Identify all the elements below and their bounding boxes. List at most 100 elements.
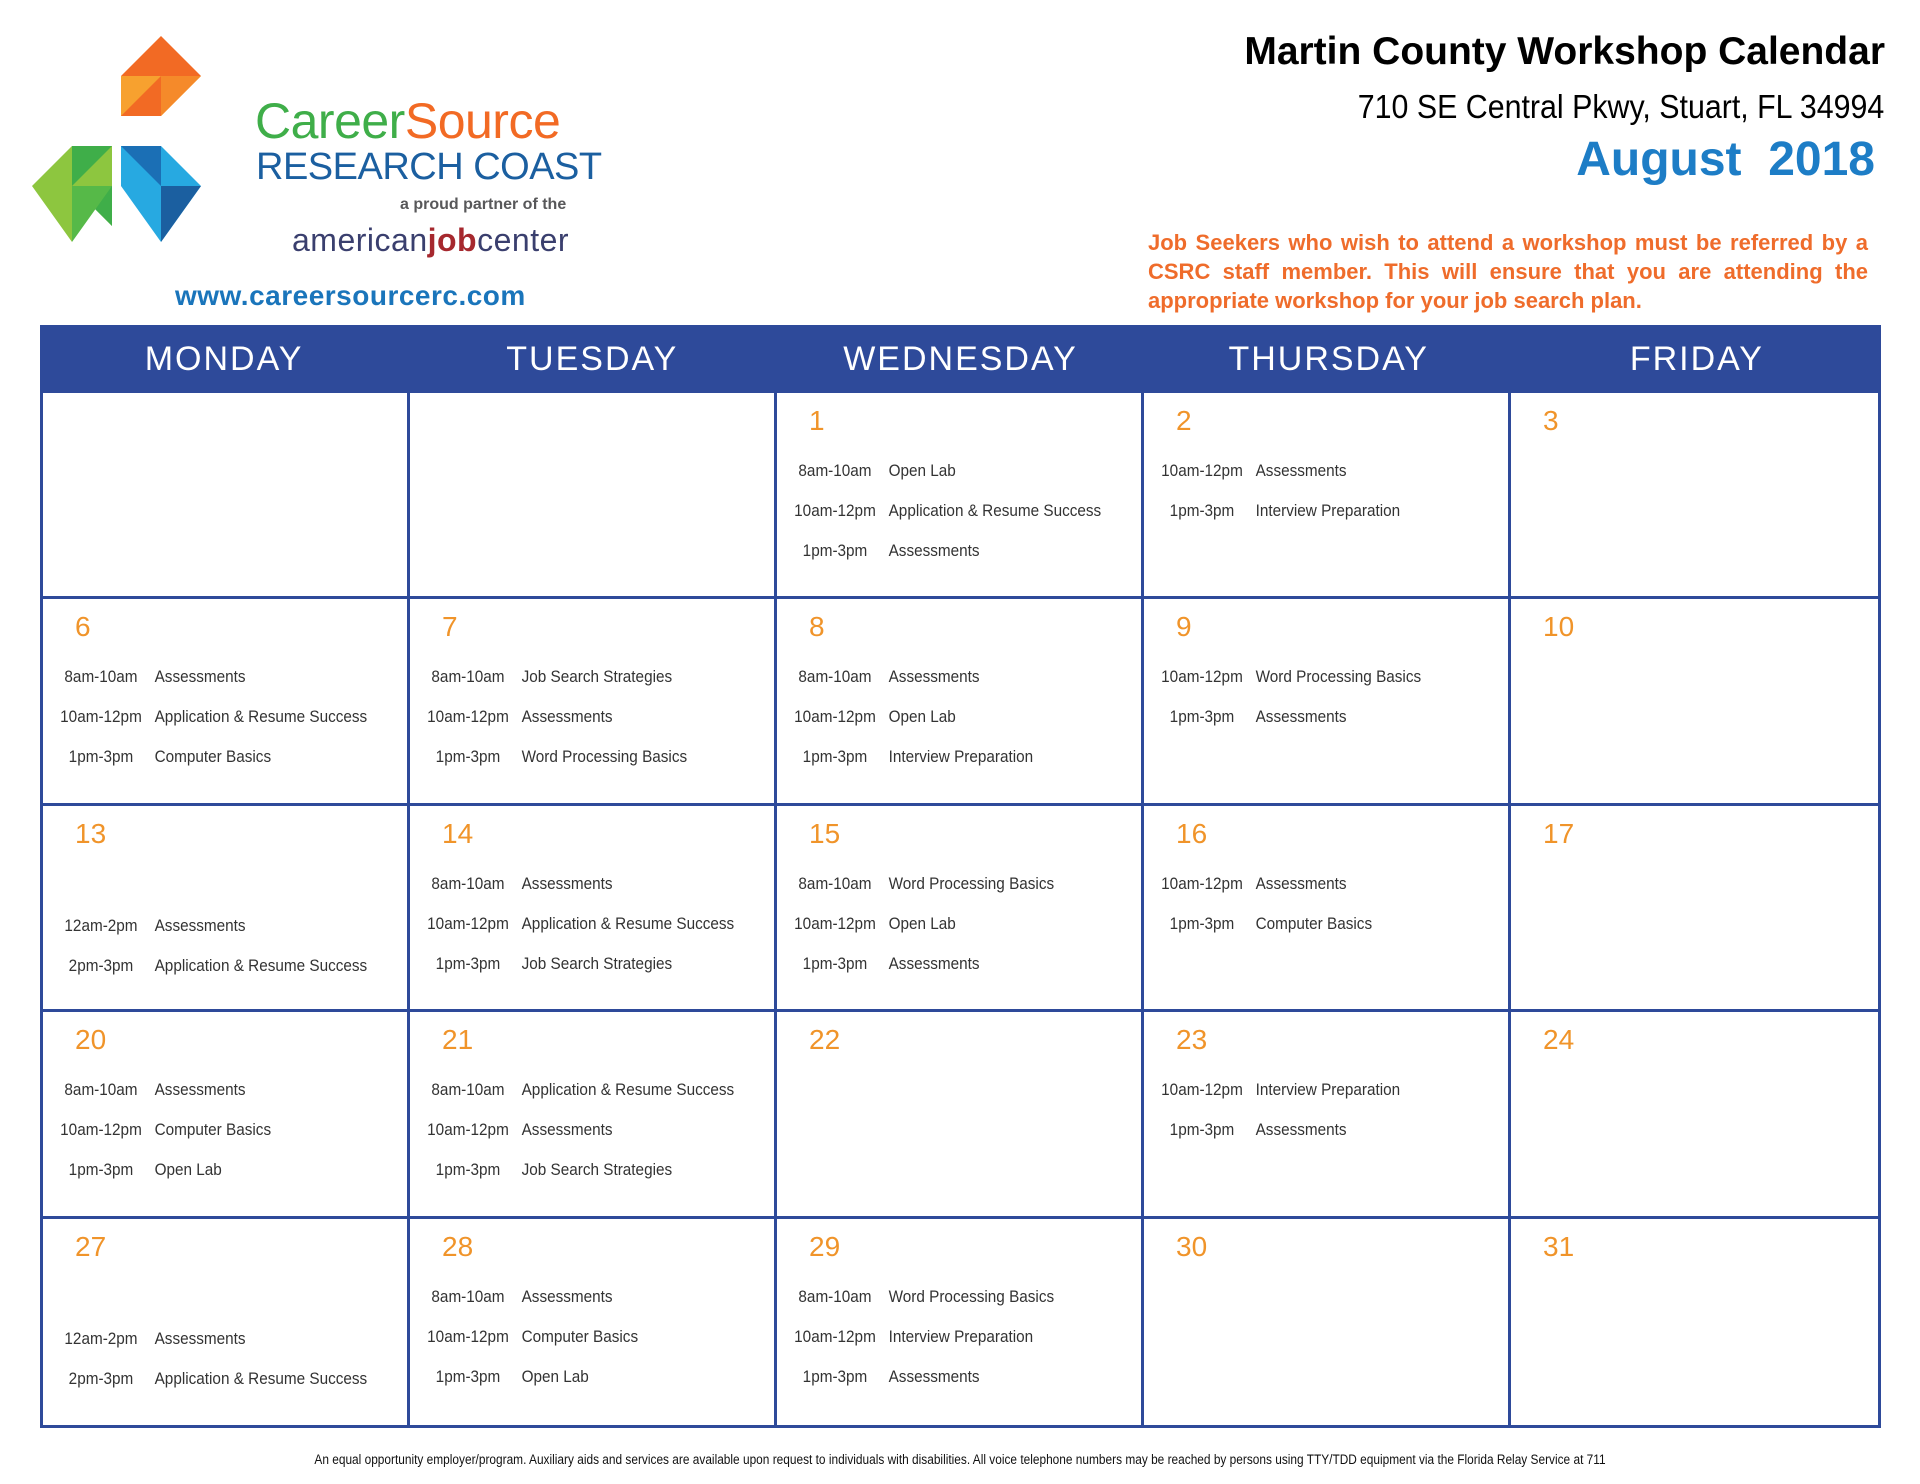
event-time: 12am-2pm: [64, 1328, 138, 1348]
event-time: 10am-12pm: [794, 1326, 876, 1346]
day-cell: 8 8am-10am Assessments 10am-12pm Open Lab 1pm…: [777, 599, 1144, 806]
event-time: 8am-10am: [431, 1286, 505, 1306]
day-number: 10: [1543, 611, 1575, 643]
event-time: 10am-12pm: [427, 913, 509, 933]
day-number: 27: [75, 1230, 107, 1262]
event-item: 1pm-3pm Open Lab: [418, 1357, 651, 1397]
event-item: 1pm-3pm Computer Basics: [51, 737, 391, 777]
event-time: 1pm-3pm: [1169, 1120, 1235, 1140]
event-time: 1pm-3pm: [1169, 913, 1235, 933]
event-time: 10am-12pm: [794, 707, 876, 727]
event-time: 1pm-3pm: [435, 1366, 501, 1386]
event-item: 10am-12pm Open Lab: [785, 697, 1050, 737]
event-item: 2pm-3pm Application & Resume Success: [51, 946, 391, 986]
event-time: 12am-2pm: [64, 915, 138, 935]
partner-text: a proud partner of the: [400, 196, 567, 213]
day-cell: 23 10am-12pm Interview Preparation 1pm-3pm A…: [1144, 1012, 1511, 1219]
event-title: Assessments: [154, 667, 246, 687]
day-number: 14: [442, 817, 474, 849]
event-list: 8am-10am Assessments 10am-12pm Computer Bas…: [51, 1070, 284, 1190]
event-time: 1pm-3pm: [802, 747, 868, 767]
event-time: 8am-10am: [798, 461, 872, 480]
day-cell: 13 12am-2pm Assessments 2pm-3pm Application …: [43, 805, 410, 1013]
day-number: 6: [75, 611, 91, 643]
day-number: 3: [1543, 405, 1559, 436]
event-time: 10am-12pm: [1161, 667, 1243, 687]
weekday-tuesday: TUESDAY: [506, 340, 679, 378]
event-time: 10am-12pm: [1161, 873, 1243, 893]
event-item: 10am-12pm Interview Preparation: [785, 1317, 1073, 1357]
event-item: 1pm-3pm Assessments: [785, 1357, 1073, 1397]
event-item: 1pm-3pm Job Search Strategies: [418, 944, 758, 984]
event-time: 8am-10am: [431, 1080, 505, 1100]
event-time: 10am-12pm: [1161, 461, 1243, 480]
event-title: Application & Resume Success: [154, 1368, 368, 1388]
event-item: 12am-2pm Assessments: [51, 1319, 391, 1359]
event-list: 8am-10am Job Search Strategies 10am-12pm As…: [418, 657, 706, 777]
event-item: 1pm-3pm Assessments: [785, 944, 1073, 984]
day-cell: 29 8am-10am Word Processing Basics 10am-12p…: [777, 1218, 1144, 1425]
event-time: 1pm-3pm: [68, 747, 134, 767]
day-number: 20: [75, 1024, 107, 1056]
event-title: Interview Preparation: [1255, 1080, 1401, 1100]
event-title: Job Search Strategies: [521, 667, 673, 687]
weekday-wednesday: WEDNESDAY: [843, 340, 1078, 378]
event-list: 12am-2pm Assessments 2pm-3pm Application & …: [51, 906, 391, 986]
event-item: 8am-10am Assessments: [418, 1277, 651, 1317]
event-time: 8am-10am: [798, 667, 872, 687]
calendar-cells: 1 8am-10am Open Lab 10am-12pm Application & …: [43, 393, 1878, 1425]
day-number: 2: [1176, 405, 1192, 436]
website-link[interactable]: www.careersourcerc.com: [175, 280, 526, 311]
event-time: 10am-12pm: [794, 501, 876, 520]
event-title: Interview Preparation: [888, 747, 1034, 767]
event-title: Assessments: [1255, 873, 1347, 893]
event-time: 8am-10am: [431, 667, 505, 687]
event-item: 8am-10am Job Search Strategies: [418, 657, 706, 697]
event-title: Application & Resume Success: [888, 501, 1102, 520]
event-list: 10am-12pm Assessments 1pm-3pm Interview Pre…: [1152, 451, 1417, 531]
day-cell: 14 8am-10am Assessments 10am-12pm Applicatio…: [410, 805, 777, 1013]
event-list: 8am-10am Application & Resume Success 10am…: [418, 1070, 758, 1190]
event-title: Open Lab: [888, 707, 956, 727]
day-cell: 3: [1511, 393, 1878, 600]
event-time: 10am-12pm: [427, 1120, 509, 1140]
event-time: 2pm-3pm: [68, 955, 134, 975]
day-cell: 17: [1511, 806, 1878, 1013]
day-number: 28: [442, 1230, 474, 1262]
american-job-center-logo: americanjobcenter: [292, 222, 570, 258]
event-item: 8am-10am Open Lab: [785, 451, 1125, 491]
event-time: 10am-12pm: [60, 707, 142, 727]
event-list: 8am-10am Word Processing Basics 10am-12pm O…: [785, 864, 1073, 984]
event-time: 8am-10am: [798, 873, 872, 893]
day-number: 1: [809, 405, 825, 436]
event-title: Assessments: [1255, 1120, 1347, 1140]
event-time: 1pm-3pm: [1169, 501, 1235, 520]
event-time: 1pm-3pm: [1169, 707, 1235, 727]
event-title: Application & Resume Success: [521, 913, 735, 933]
day-number: 9: [1176, 611, 1192, 643]
day-number: 16: [1176, 817, 1208, 849]
event-time: 10am-12pm: [427, 1326, 509, 1346]
referral-notice: Job Seekers who wish to attend a worksho…: [1148, 230, 1868, 313]
event-time: 8am-10am: [798, 1286, 872, 1306]
brand-subtitle: RESEARCH COAST: [256, 146, 602, 188]
event-list: 12am-2pm Assessments 2pm-3pm Application & …: [51, 1319, 391, 1399]
event-item: 10am-12pm Word Processing Basics: [1152, 657, 1440, 697]
month-label: August 2018: [1576, 133, 1875, 186]
day-number: 22: [809, 1024, 841, 1056]
event-title: Assessments: [154, 1328, 246, 1348]
day-cell: 22: [777, 1012, 1144, 1219]
day-number: 8: [809, 611, 825, 643]
event-title: Application & Resume Success: [154, 955, 368, 975]
event-title: Assessments: [1255, 707, 1347, 727]
weekday-friday: FRIDAY: [1629, 340, 1764, 378]
event-item: 1pm-3pm Assessments: [1152, 1110, 1417, 1150]
event-title: Open Lab: [888, 913, 956, 933]
day-number: 13: [75, 817, 107, 849]
event-item: 1pm-3pm Assessments: [785, 531, 1125, 571]
event-time: 10am-12pm: [794, 913, 876, 933]
event-item: 1pm-3pm Interview Preparation: [1152, 491, 1417, 531]
event-title: Assessments: [888, 953, 980, 973]
weekday-header: MONDAY TUESDAY WEDNESDAY THURSDAY FRIDAY: [40, 325, 1881, 393]
event-item: 8am-10am Word Processing Basics: [785, 864, 1073, 904]
